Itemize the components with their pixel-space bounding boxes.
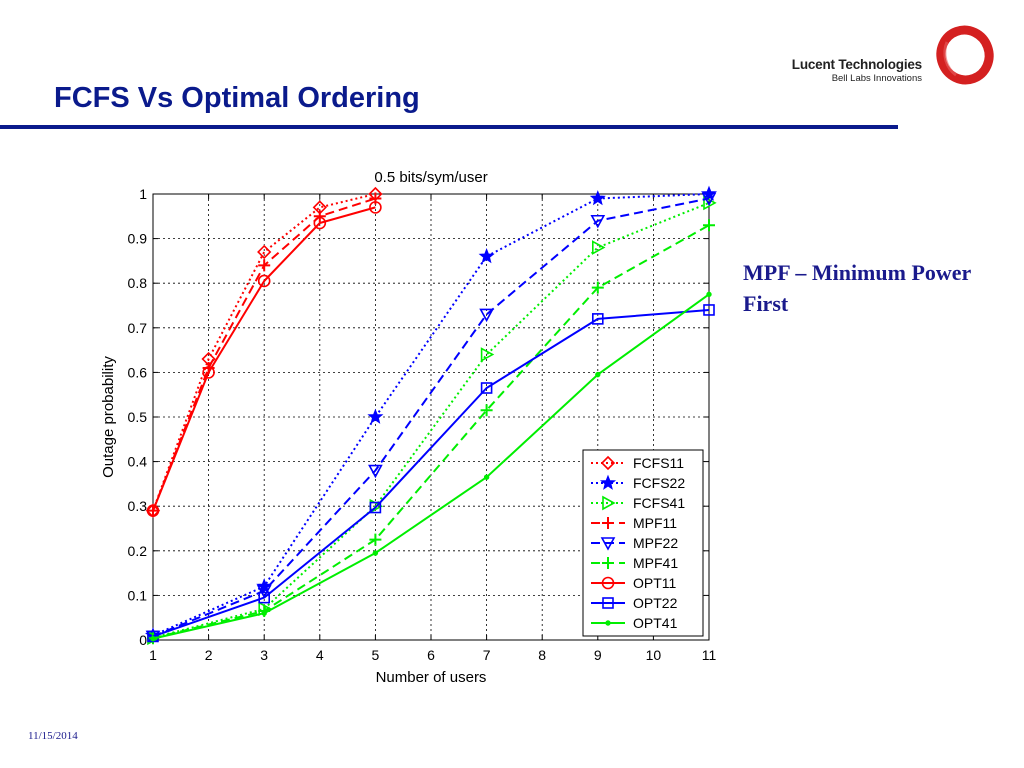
marker-mpf11: [258, 259, 271, 272]
brand-tagline: Bell Labs Innovations: [831, 73, 922, 84]
y-tick-label: 0.5: [128, 409, 148, 425]
legend-label-fcfs41: FCFS41: [633, 495, 685, 511]
y-tick-label: 1: [139, 186, 147, 202]
y-tick-label: 0.8: [128, 275, 148, 291]
marker-opt22: [591, 313, 604, 325]
x-tick-label: 10: [646, 647, 662, 663]
legend-marker-mpf41: [602, 557, 614, 569]
legend-marker-opt11: [601, 576, 615, 590]
legend-label-opt11: OPT11: [633, 575, 677, 591]
x-tick-label: 3: [260, 647, 268, 663]
legend-label-fcfs11: FCFS11: [633, 455, 684, 471]
marker-opt22: [147, 630, 159, 643]
chart-title: 0.5 bits/sym/user: [374, 169, 487, 186]
legend-label-mpf11: MPF11: [633, 515, 677, 531]
marker-fcfs41: [591, 240, 606, 255]
x-tick-label: 4: [316, 647, 324, 663]
marker-fcfs41: [703, 195, 717, 211]
title-underline: [0, 125, 898, 129]
y-axis-label: Outage probability: [100, 356, 117, 478]
x-tick-label: 8: [538, 647, 546, 663]
marker-opt22: [703, 304, 715, 316]
marker-opt11: [257, 274, 271, 288]
series-line-opt22: [152, 309, 710, 638]
marker-opt11: [313, 216, 327, 230]
marker-opt22: [480, 382, 493, 394]
legend-marker-mpf22: [600, 537, 616, 551]
marker-opt41: [595, 371, 601, 378]
legend-label-opt22: OPT22: [633, 595, 678, 611]
marker-mpf22: [479, 308, 494, 323]
marker-mpf22: [701, 192, 717, 207]
marker-opt11: [202, 366, 215, 379]
legend-label-mpf41: MPF41: [633, 555, 678, 571]
y-tick-label: 0.2: [128, 543, 148, 559]
legend-label-mpf22: MPF22: [633, 535, 678, 551]
series-line-mpf41: [152, 224, 710, 640]
marker-fcfs41: [480, 347, 495, 362]
x-axis-label: Number of users: [376, 669, 487, 686]
marker-opt22: [369, 501, 382, 514]
x-tick-label: 7: [483, 647, 491, 663]
marker-opt41: [261, 610, 267, 616]
series-line-mpf22: [152, 197, 710, 638]
marker-mpf41: [369, 533, 382, 546]
legend-marker-opt41: [605, 620, 611, 626]
marker-opt41: [372, 550, 379, 556]
legend-marker-fcfs41: [602, 495, 616, 511]
marker-fcfs22: [589, 190, 606, 206]
series-line-opt11: [152, 206, 376, 512]
marker-fcfs11: [257, 244, 272, 260]
marker-opt11: [146, 504, 160, 517]
legend-marker-fcfs11: [600, 455, 616, 471]
marker-opt11: [369, 201, 382, 214]
series-line-fcfs22: [152, 193, 710, 637]
chart-svg: 1 2 3 4 5 6 7 8 9 10 11 0 0.1 0.2 0.3 0.4 0.5 0.6 0.7 0.8 0.…: [100, 169, 718, 686]
x-tick-label: 2: [205, 647, 213, 663]
marker-opt41: [150, 635, 156, 642]
y-tick-label: 0.1: [128, 587, 148, 603]
x-tick-label: 11: [702, 647, 717, 663]
marker-fcfs22: [478, 248, 495, 264]
marker-opt41: [483, 474, 490, 480]
red-ring-logo-icon: [936, 25, 994, 85]
marker-mpf41: [591, 281, 604, 294]
marker-mpf22: [256, 585, 272, 599]
footer-date: 11/15/2014: [28, 730, 78, 742]
marker-mpf41: [480, 404, 493, 417]
legend-label-opt41: OPT41: [633, 615, 678, 631]
y-tick-label: 0.9: [128, 231, 148, 247]
x-tick-label: 5: [372, 647, 380, 663]
marker-mpf22: [368, 464, 383, 479]
marker-mpf22: [590, 214, 606, 229]
x-tick-label: 1: [149, 647, 157, 663]
marker-mpf11: [313, 210, 326, 223]
x-tick-label: 9: [594, 647, 602, 663]
marker-opt22: [258, 591, 270, 604]
marker-opt41: [706, 291, 712, 298]
y-tick-label: 0.6: [128, 364, 148, 380]
legend-marker-opt22: [602, 597, 614, 609]
marker-fcfs22: [367, 408, 384, 424]
legend-label-fcfs22: FCFS22: [633, 475, 685, 491]
brand-block: Lucent Technologies Bell Labs Innovation…: [762, 57, 922, 84]
outage-chart: 1 2 3 4 5 6 7 8 9 10 11 0 0.1 0.2 0.3 0.4 0.5 0.6 0.7 0.8 0.…: [95, 160, 735, 700]
slide-title: FCFS Vs Optimal Ordering: [54, 82, 420, 114]
marker-mpf41: [703, 219, 715, 232]
y-tick-label: 0.7: [128, 320, 148, 336]
series-line-fcfs41: [152, 201, 710, 639]
series-line-opt41: [152, 293, 710, 640]
side-note: MPF – Minimum Power First: [743, 260, 971, 316]
legend-marker-fcfs22: [599, 474, 617, 490]
x-tick-label: 6: [427, 647, 435, 663]
y-tick-label: 0.4: [128, 454, 148, 470]
y-tick-label: 0: [139, 632, 147, 648]
brand-name: Lucent Technologies: [791, 57, 922, 72]
y-tick-label: 0.3: [128, 498, 148, 514]
legend-marker-mpf11: [602, 517, 614, 529]
